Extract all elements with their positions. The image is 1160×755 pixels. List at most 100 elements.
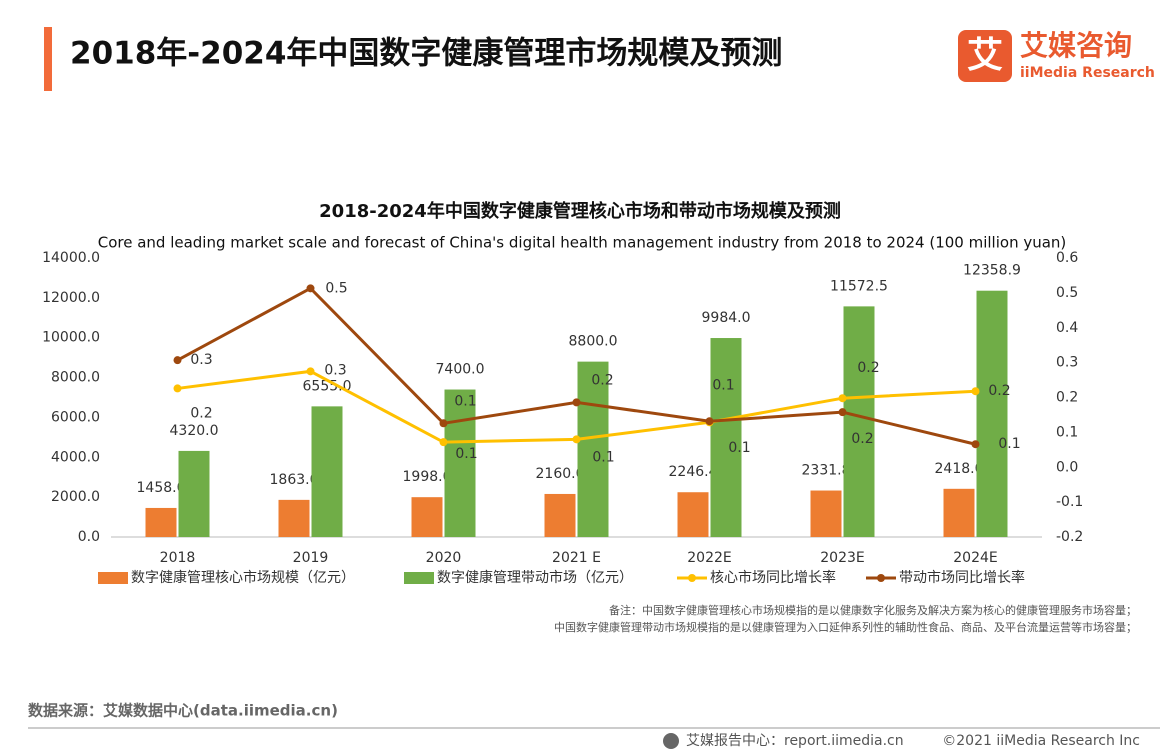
logo-subname: iiMedia Research <box>1020 65 1155 81</box>
line-label: 0.5 <box>325 280 347 296</box>
bar-label: 2246.4 <box>669 464 718 480</box>
line-point <box>439 438 448 447</box>
bar-label: 4320.0 <box>170 423 219 439</box>
bar-label: 6555.0 <box>303 378 352 394</box>
bar <box>278 499 310 537</box>
bar <box>544 493 576 537</box>
line-label: 0.2 <box>857 360 879 376</box>
x-tick-label: 2019 <box>293 550 329 566</box>
logo-box <box>958 30 1012 82</box>
logo-name: 艾媒咨询 <box>1020 29 1132 62</box>
line-point <box>173 356 182 365</box>
line-label: 0.2 <box>851 431 873 447</box>
line-label: 0.2 <box>988 383 1010 399</box>
bar-label: 2331.8 <box>802 463 851 479</box>
bar-label: 1998.0 <box>403 469 452 485</box>
y-tick-label: 4000.0 <box>51 449 100 465</box>
line-label: 0.1 <box>998 436 1020 452</box>
y2-tick-label: -0.1 <box>1056 494 1083 510</box>
y2-tick-label: 0.5 <box>1056 285 1078 301</box>
y-tick-label: 2000.0 <box>51 489 100 505</box>
footer-icon <box>663 733 679 749</box>
legend-label: 带动市场同比增长率 <box>899 569 1025 586</box>
footer-left: 艾媒报告中心：report.iimedia.cn <box>686 733 904 749</box>
x-tick-label: 2023E <box>820 550 864 566</box>
line-point <box>572 398 581 407</box>
legend-label: 数字健康管理带动市场（亿元） <box>437 569 633 586</box>
legend-swatch <box>688 574 696 582</box>
line-point <box>439 419 448 428</box>
line-point <box>173 384 182 393</box>
bar-label: 2418.0 <box>935 461 984 477</box>
bar <box>677 492 709 537</box>
page-title: 2018年-2024年中国数字健康管理市场规模及预测 <box>70 36 782 72</box>
y2-tick-label: -0.2 <box>1056 529 1083 545</box>
line-label: 0.3 <box>324 362 346 378</box>
bar-label: 8800.0 <box>569 334 618 350</box>
line-label: 0.1 <box>592 449 614 465</box>
title-accent <box>44 27 52 91</box>
y-tick-label: 12000.0 <box>42 290 100 306</box>
bar <box>710 338 742 537</box>
logo-mark: 艾 <box>967 35 1003 76</box>
y2-tick-label: 0.6 <box>1056 250 1078 266</box>
x-tick-label: 2024E <box>953 550 997 566</box>
legend-label: 数字健康管理核心市场规模（亿元） <box>131 569 355 586</box>
y-tick-label: 8000.0 <box>51 370 100 386</box>
line-point <box>838 408 847 417</box>
x-tick-label: 2022E <box>687 550 731 566</box>
line-point <box>971 440 980 449</box>
line-point <box>705 417 714 426</box>
note: 备注：中国数字健康管理核心市场规模指的是以健康数字化服务及解决方案为核心的健康管… <box>609 603 1137 617</box>
line-label: 0.1 <box>455 446 477 462</box>
chart-title: 2018-2024年中国数字健康管理核心市场和带动市场规模及预测 <box>319 200 841 222</box>
line-label: 0.1 <box>454 393 476 409</box>
y-tick-label: 0.0 <box>78 529 100 545</box>
y2-tick-label: 0.3 <box>1056 355 1078 371</box>
bar-label: 11572.5 <box>830 278 888 294</box>
bar <box>411 497 443 537</box>
line-point <box>971 387 980 396</box>
y2-tick-label: 0.4 <box>1056 320 1078 336</box>
bar <box>444 389 476 537</box>
y2-tick-label: 0.2 <box>1056 390 1078 406</box>
bar <box>943 488 975 537</box>
line-point <box>306 367 315 376</box>
line-label: 0.2 <box>591 372 613 388</box>
bar-label: 2160.0 <box>536 466 585 482</box>
y-tick-label: 10000.0 <box>42 330 100 346</box>
line-label: 0.3 <box>190 352 212 368</box>
line-label: 0.2 <box>190 405 212 421</box>
legend-swatch <box>877 574 885 582</box>
bar-label: 1458.0 <box>137 480 186 496</box>
bar-label: 7400.0 <box>436 362 485 378</box>
y-tick-label: 14000.0 <box>42 250 100 266</box>
y2-tick-label: 0.0 <box>1056 459 1078 475</box>
legend-label: 核心市场同比增长率 <box>710 569 836 586</box>
y2-tick-label: 0.1 <box>1056 424 1078 440</box>
chart-subtitle: Core and leading market scale and foreca… <box>98 234 1067 252</box>
bar-label: 9984.0 <box>702 310 751 326</box>
bar <box>976 290 1008 537</box>
bar <box>810 490 842 537</box>
bar-label: 12358.9 <box>963 263 1021 279</box>
source: 数据来源：艾媒数据中心(data.iimedia.cn) <box>28 702 338 720</box>
note: 中国数字健康管理带动市场规模指的是以健康管理为入口延伸系列性的辅助性食品、商品、… <box>554 620 1137 634</box>
legend-swatch <box>98 572 128 584</box>
x-tick-label: 2020 <box>426 550 462 566</box>
line-point <box>306 284 315 293</box>
bar <box>178 450 210 537</box>
line-label: 0.1 <box>728 440 750 456</box>
bar <box>145 507 177 537</box>
bar-label: 1863.0 <box>270 472 319 488</box>
line-point <box>838 394 847 403</box>
x-tick-label: 2021 E <box>552 550 601 566</box>
footer-right: ©2021 iiMedia Research Inc <box>942 733 1140 749</box>
legend-swatch <box>404 572 434 584</box>
y-tick-label: 6000.0 <box>51 409 100 425</box>
bar <box>577 361 609 537</box>
line-label: 0.1 <box>712 377 734 393</box>
bar <box>311 406 343 537</box>
x-tick-label: 2018 <box>160 550 196 566</box>
